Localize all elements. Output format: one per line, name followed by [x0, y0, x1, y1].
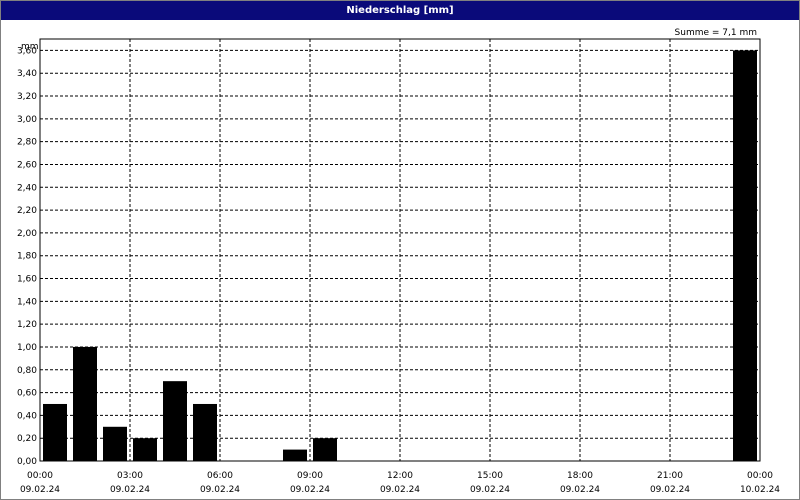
x-tick-date: 09.02.24: [380, 485, 420, 495]
y-tick-label: 2,80: [17, 138, 37, 148]
sum-annotation: Summe = 7,1 mm: [675, 28, 757, 38]
y-tick-label: 1,20: [17, 320, 37, 330]
y-tick-labels: 0,00 0,20 0,40 0,60 0,80 1,00 1,20 1,40 1,60 1,80…: [17, 46, 37, 467]
y-tick-label: 2,00: [17, 229, 37, 239]
bar: [193, 403, 217, 461]
y-tick-label: 2,20: [17, 206, 37, 216]
x-tick-time: 15:00: [477, 471, 503, 481]
bar: [283, 449, 307, 461]
x-tick-date: 10.02.24: [740, 485, 780, 495]
x-tick-time: 00:00: [747, 471, 773, 481]
x-tick-time: 09:00: [297, 471, 323, 481]
x-tick-time: 21:00: [657, 471, 683, 481]
y-tick-label: 3,40: [17, 69, 37, 79]
grid-lines: [40, 39, 760, 461]
bar: [313, 438, 337, 461]
x-tick-time: 18:00: [567, 471, 593, 481]
x-tick-time: 06:00: [207, 471, 233, 481]
plot-frame: [39, 38, 761, 462]
x-tick-date: 09.02.24: [290, 485, 330, 495]
bars: [43, 50, 757, 462]
bar: [103, 426, 127, 461]
y-tick-label: 3,20: [17, 92, 37, 102]
x-tick-date: 09.02.24: [560, 485, 600, 495]
y-tick-label: 0,80: [17, 366, 37, 376]
x-tick-date: 09.02.24: [470, 485, 510, 495]
y-tick-label: 0,60: [17, 389, 37, 399]
x-tick-time: 12:00: [387, 471, 413, 481]
y-tick-label: 1,40: [17, 297, 37, 307]
bar: [133, 438, 157, 461]
y-tick-label: 2,60: [17, 160, 37, 170]
x-tick-date: 09.02.24: [110, 485, 150, 495]
y-tick-label: 3,00: [17, 115, 37, 125]
x-tick-date: 09.02.24: [650, 485, 690, 495]
y-tick-label: 1,80: [17, 252, 37, 262]
chart-title: Niederschlag [mm]: [1, 1, 799, 20]
y-tick-label: 1,00: [17, 343, 37, 353]
bar: [43, 403, 67, 461]
x-tick-date: 09.02.24: [200, 485, 240, 495]
x-tick-time: 00:00: [27, 471, 53, 481]
y-tick-label: 2,40: [17, 183, 37, 193]
bar: [733, 50, 757, 462]
bar: [163, 381, 187, 461]
y-tick-label: 0,40: [17, 411, 37, 421]
y-tick-label: 3,60: [17, 46, 37, 56]
y-tick-label: 0,00: [17, 457, 37, 467]
x-tick-labels: 00:00 09.02.24 03:00 09.02.24 06:00 09.02.24 0…: [20, 471, 780, 495]
y-tick-label: 1,60: [17, 275, 37, 285]
bar: [73, 346, 97, 461]
y-axis-unit: mm: [21, 42, 39, 52]
x-tick-time: 03:00: [117, 471, 143, 481]
y-tick-label: 0,20: [17, 434, 37, 444]
x-tick-date: 09.02.24: [20, 485, 60, 495]
